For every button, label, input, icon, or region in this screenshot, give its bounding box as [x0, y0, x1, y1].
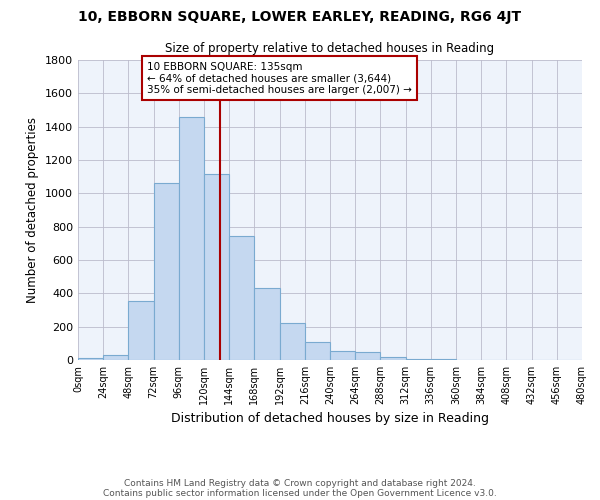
Bar — [128, 301, 154, 360]
Text: 10, EBBORN SQUARE, LOWER EARLEY, READING, RG6 4JT: 10, EBBORN SQUARE, LOWER EARLEY, READING… — [79, 10, 521, 24]
Bar — [280, 322, 305, 360]
Bar — [204, 174, 229, 360]
Bar — [254, 288, 280, 360]
Bar — [305, 342, 330, 360]
Y-axis label: Number of detached properties: Number of detached properties — [26, 117, 40, 303]
Text: Contains HM Land Registry data © Crown copyright and database right 2024.: Contains HM Land Registry data © Crown c… — [124, 478, 476, 488]
Bar — [179, 116, 204, 360]
Bar — [380, 356, 406, 360]
Bar — [330, 351, 355, 360]
Text: Contains public sector information licensed under the Open Government Licence v3: Contains public sector information licen… — [103, 488, 497, 498]
Bar — [78, 358, 103, 360]
Bar — [406, 359, 431, 360]
Bar — [154, 184, 179, 360]
Bar — [355, 352, 380, 360]
Bar — [229, 236, 254, 360]
Bar — [103, 355, 128, 360]
Bar — [431, 359, 456, 360]
Title: Size of property relative to detached houses in Reading: Size of property relative to detached ho… — [166, 42, 494, 54]
X-axis label: Distribution of detached houses by size in Reading: Distribution of detached houses by size … — [171, 412, 489, 426]
Text: 10 EBBORN SQUARE: 135sqm
← 64% of detached houses are smaller (3,644)
35% of sem: 10 EBBORN SQUARE: 135sqm ← 64% of detach… — [148, 62, 412, 95]
